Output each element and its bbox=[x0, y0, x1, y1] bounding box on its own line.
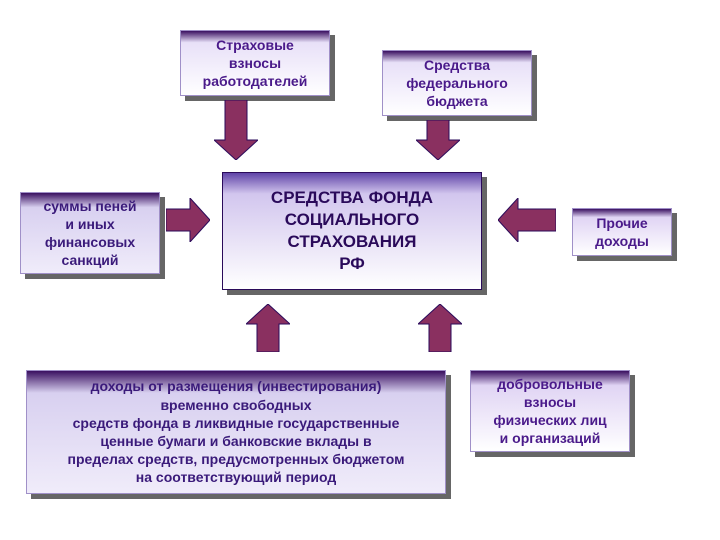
center-line4: РФ bbox=[339, 253, 365, 275]
node-br-l4: и организаций bbox=[500, 429, 601, 447]
node-other-income: Прочие доходы bbox=[572, 208, 672, 256]
node-investment-income: доходы от размещения (инвестирования) вр… bbox=[26, 370, 446, 494]
node-br-l3: физических лиц bbox=[493, 411, 606, 429]
node-r-l1: Прочие bbox=[596, 214, 647, 232]
node-employer-contributions: Страховые взносы работодателей bbox=[180, 30, 330, 96]
node-tr-l3: бюджета bbox=[426, 92, 487, 110]
center-line3: СТРАХОВАНИЯ bbox=[288, 231, 417, 253]
node-l-l1: суммы пеней bbox=[43, 197, 136, 215]
node-bl-l1: доходы от размещения (инвестирования) bbox=[91, 377, 382, 395]
arrow-from-federal bbox=[416, 120, 460, 160]
node-tr-l1: Средства bbox=[424, 56, 490, 74]
node-federal-budget: Средства федерального бюджета bbox=[382, 50, 532, 116]
node-br-l1: добровольные bbox=[497, 375, 603, 393]
node-penalties: суммы пеней и иных финансовых санкций bbox=[20, 192, 160, 274]
node-bl-l6: на соответствующий период bbox=[136, 468, 336, 486]
node-bl-l4: ценные бумаги и банковские вклады в bbox=[100, 432, 371, 450]
node-br-l2: взносы bbox=[524, 393, 576, 411]
center-line2: СОЦИАЛЬНОГО bbox=[285, 209, 419, 231]
node-l-l2: и иных bbox=[65, 215, 114, 233]
center-box: СРЕДСТВА ФОНДА СОЦИАЛЬНОГО СТРАХОВАНИЯ Р… bbox=[222, 172, 482, 290]
node-bl-l5: пределах средств, предусмотренных бюджет… bbox=[68, 450, 405, 468]
node-tr-l2: федерального bbox=[406, 74, 508, 92]
node-voluntary-contributions: добровольные взносы физических лиц и орг… bbox=[470, 370, 630, 452]
node-l-l4: санкций bbox=[61, 251, 118, 269]
arrow-from-voluntary bbox=[418, 304, 462, 352]
arrow-from-investment bbox=[246, 304, 290, 352]
node-tl-l1: Страховые bbox=[216, 36, 294, 54]
node-bl-l2: временно свободных bbox=[160, 396, 311, 414]
node-bl-l3: средств фонда в ликвидные государственны… bbox=[73, 414, 400, 432]
arrow-from-other bbox=[498, 198, 556, 242]
arrow-from-penalties bbox=[166, 198, 210, 242]
node-r-l2: доходы bbox=[595, 232, 649, 250]
arrow-from-employer bbox=[214, 100, 258, 160]
center-line1: СРЕДСТВА ФОНДА bbox=[271, 187, 433, 209]
node-tl-l3: работодателей bbox=[203, 72, 308, 90]
node-l-l3: финансовых bbox=[45, 233, 135, 251]
node-tl-l2: взносы bbox=[229, 54, 281, 72]
